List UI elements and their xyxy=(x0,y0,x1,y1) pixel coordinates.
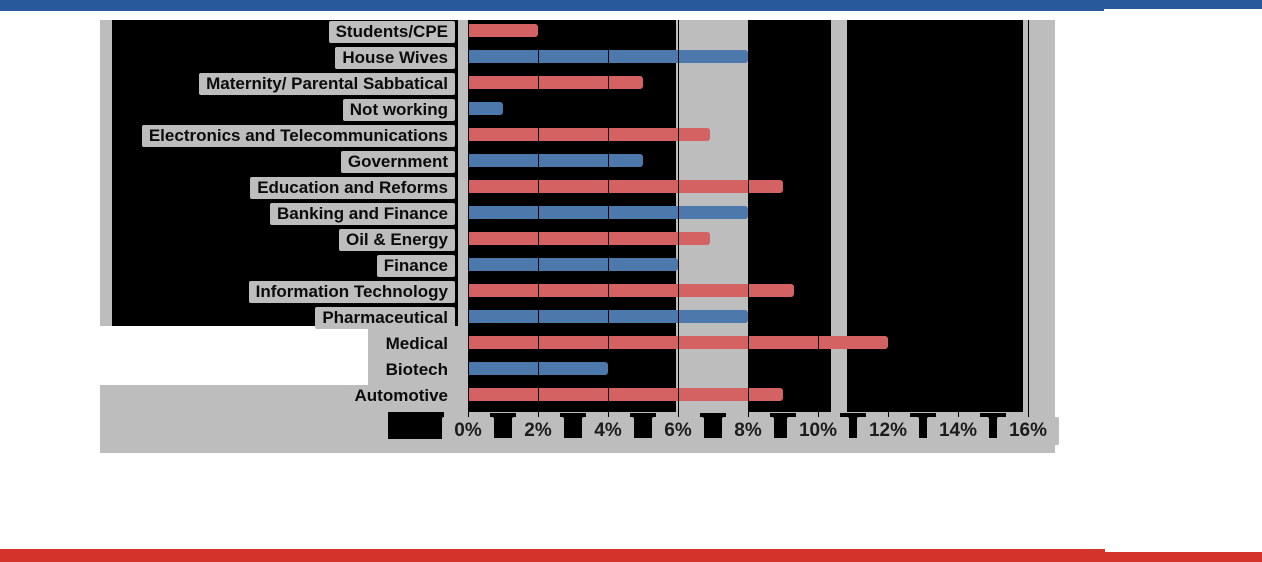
x-tick-label: 16% xyxy=(997,417,1059,445)
x-tick-label: 0% xyxy=(442,417,494,445)
category-label: Medical xyxy=(378,333,455,355)
category-label: Finance xyxy=(376,255,455,277)
bar xyxy=(469,76,643,89)
gridline xyxy=(748,20,749,438)
category-label: Automotive xyxy=(347,385,455,407)
bar xyxy=(469,154,643,167)
bar xyxy=(469,180,783,193)
axis-spacer-box xyxy=(490,413,516,438)
bar xyxy=(469,284,794,297)
category-label: Maternity/ Parental Sabbatical xyxy=(199,73,455,95)
axis-spacer-box xyxy=(700,413,726,438)
top-accent-bar xyxy=(0,0,1104,11)
bar xyxy=(469,388,783,401)
category-label: Information Technology xyxy=(248,281,455,303)
bottom-accent-bar xyxy=(0,549,1105,562)
x-tick-label: 6% xyxy=(652,417,704,445)
category-label: Banking and Finance xyxy=(270,203,455,225)
category-label: Not working xyxy=(342,99,455,121)
category-label: Oil & Energy xyxy=(338,229,455,251)
bar xyxy=(469,128,710,141)
x-tick-label: 2% xyxy=(512,417,564,445)
x-tick-label: 8% xyxy=(722,417,774,445)
category-label: Government xyxy=(340,151,455,173)
category-label: Students/CPE xyxy=(328,21,455,43)
bottom-accent-bar-right xyxy=(1105,552,1262,562)
axis-spacer-box xyxy=(630,413,656,438)
gridline xyxy=(468,20,469,438)
bar xyxy=(469,232,710,245)
gridline xyxy=(888,20,889,438)
x-tick-label: 12% xyxy=(857,417,919,445)
bar xyxy=(469,102,503,115)
category-label: House Wives xyxy=(335,47,455,69)
plot-area-gray-band xyxy=(831,20,847,412)
bar xyxy=(469,24,538,37)
gridline xyxy=(538,20,539,438)
gridline xyxy=(1028,20,1029,438)
gridline xyxy=(678,20,679,438)
x-tick-label: 4% xyxy=(582,417,634,445)
axis-spacer-box xyxy=(388,412,444,439)
gridline xyxy=(958,20,959,438)
category-label: Electronics and Telecommunications xyxy=(141,125,455,147)
gridline xyxy=(608,20,609,438)
category-label: Pharmaceutical xyxy=(315,307,455,329)
axis-spacer-box xyxy=(560,413,586,438)
x-tick-label: 10% xyxy=(787,417,849,445)
chart-background-gap xyxy=(100,326,368,385)
x-tick-label: 14% xyxy=(927,417,989,445)
category-label: Education and Reforms xyxy=(250,177,455,199)
top-accent-bar-right xyxy=(1104,0,1262,9)
bar xyxy=(469,258,678,271)
gridline xyxy=(818,20,819,438)
category-label: Biotech xyxy=(378,359,455,381)
